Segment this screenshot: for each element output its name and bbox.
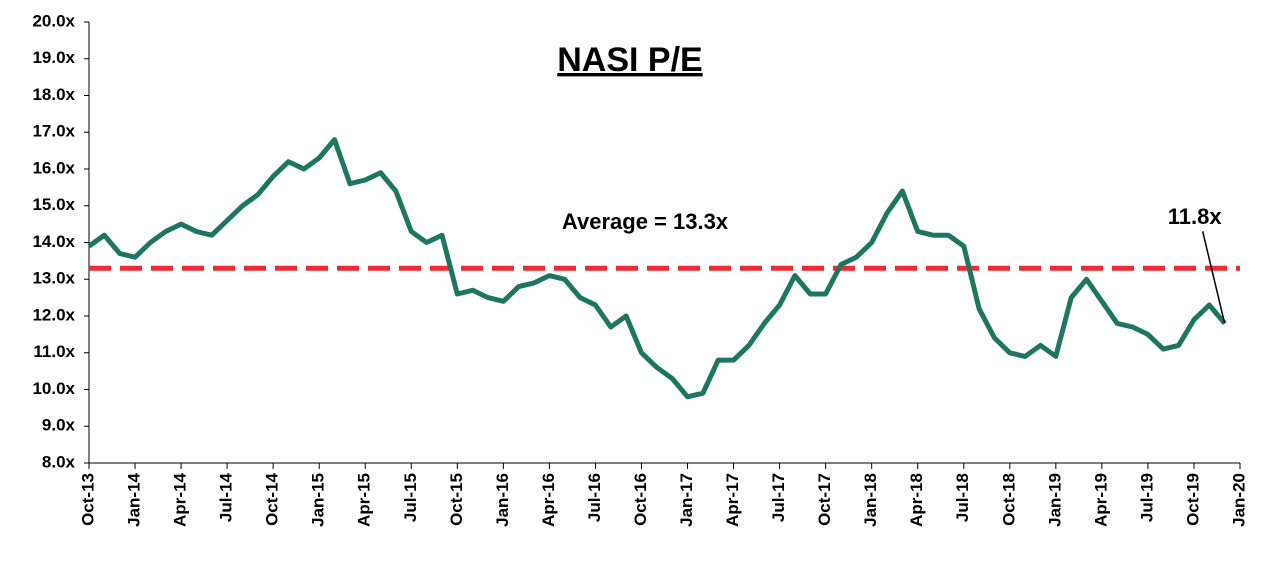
annotation-leader <box>1201 231 1226 324</box>
x-tick-label: Oct-14 <box>263 472 282 525</box>
y-tick-label: 15.0x <box>32 195 75 214</box>
x-tick-label: Apr-19 <box>1091 473 1110 527</box>
series-line <box>87 137 1227 400</box>
y-tick-label: 20.0x <box>32 11 75 30</box>
y-tick-label: 13.0x <box>32 269 75 288</box>
y-tick-label: 14.0x <box>32 232 75 251</box>
annotation-label: 11.8x <box>1168 204 1223 229</box>
x-tick-label: Oct-15 <box>447 473 466 526</box>
y-tick-label: 8.0x <box>42 452 76 471</box>
x-tick-label: Jul-15 <box>401 473 420 522</box>
chart-title: NASI P/E <box>557 41 702 79</box>
y-tick-label: 17.0x <box>32 122 75 141</box>
x-tick-label: Jul-18 <box>953 473 972 522</box>
x-tick-label: Jan-15 <box>309 473 328 527</box>
y-tick-label: 11.0x <box>33 342 75 361</box>
x-tick-label: Jan-16 <box>493 473 512 527</box>
y-tick-label: 9.0x <box>42 416 76 435</box>
y-tick-label: 18.0x <box>32 85 75 104</box>
y-tick-label: 10.0x <box>32 379 75 398</box>
x-tick-label: Apr-18 <box>907 473 926 527</box>
y-tick-label: 16.0x <box>32 158 75 177</box>
x-tick-label: Jan-19 <box>1045 473 1064 527</box>
x-tick-label: Oct-19 <box>1183 473 1202 526</box>
average-label: Average = 13.3x <box>562 209 729 234</box>
x-tick-label: Oct-16 <box>631 473 650 526</box>
y-tick-label: 12.0x <box>32 305 75 324</box>
x-tick-label: Apr-14 <box>171 472 190 526</box>
x-tick-label: Apr-15 <box>355 473 374 527</box>
x-tick-label: Apr-16 <box>539 473 558 527</box>
x-tick-label: Oct-17 <box>815 473 834 526</box>
x-tick-label: Jan-20 <box>1229 473 1248 527</box>
x-tick-label: Jan-17 <box>677 473 696 527</box>
x-tick-label: Apr-17 <box>723 473 742 527</box>
x-tick-label: Jul-16 <box>585 473 604 522</box>
x-tick-label: Jan-14 <box>125 472 144 526</box>
x-tick-label: Oct-18 <box>999 473 1018 526</box>
x-tick-label: Jul-14 <box>217 472 236 522</box>
x-tick-label: Jul-17 <box>769 473 788 522</box>
x-tick-label: Jan-18 <box>861 473 880 527</box>
x-tick-label: Oct-13 <box>78 473 97 526</box>
x-tick-label: Jul-19 <box>1137 473 1156 522</box>
y-tick-label: 19.0x <box>32 48 75 67</box>
